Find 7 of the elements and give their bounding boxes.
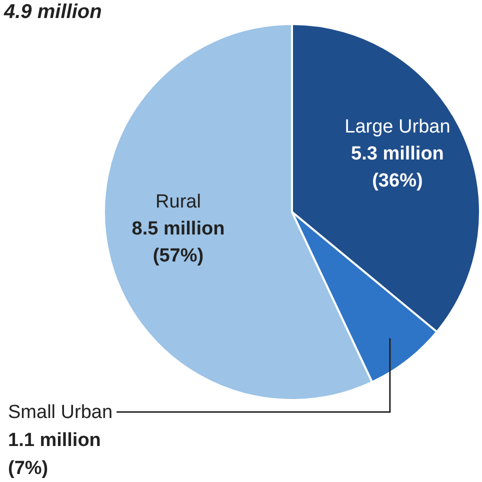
data-label: 1.1 million (7%) xyxy=(8,430,101,479)
slice-label: Small Urban xyxy=(8,402,113,423)
slice-label: Rural xyxy=(156,191,201,212)
slice-label: Large Urban xyxy=(344,116,450,138)
data-label: 8.5 million (57%) xyxy=(132,218,225,266)
chart-title: 4.9 million xyxy=(3,1,102,23)
data-label: 5.3 million (36%) xyxy=(351,143,444,192)
